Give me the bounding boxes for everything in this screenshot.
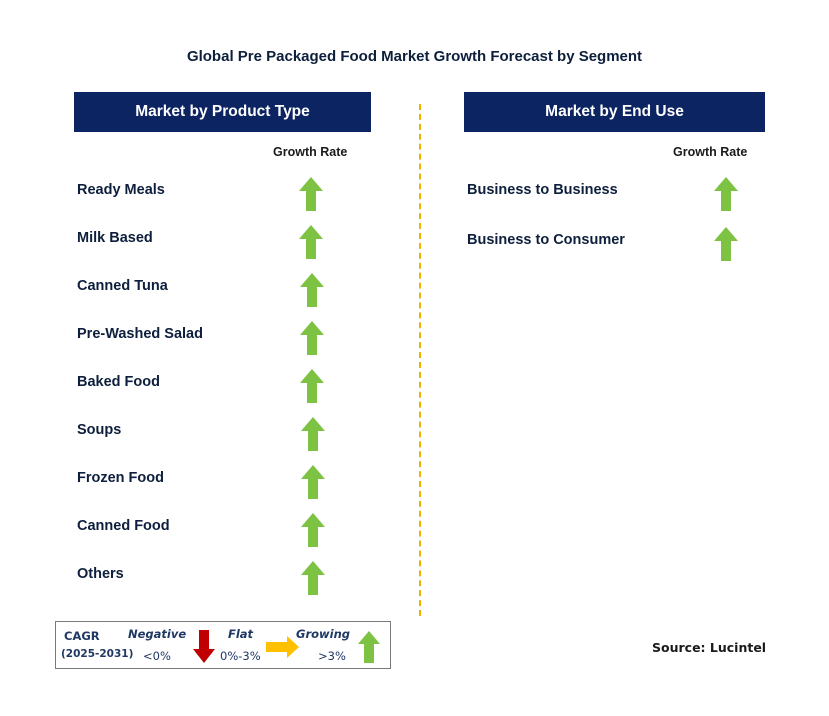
chart-title: Global Pre Packaged Food Market Growth F…	[186, 48, 643, 65]
segment-label: Milk Based	[77, 230, 153, 246]
source-note: Source: Lucintel	[652, 640, 767, 655]
growth-rate-column-header: Growth Rate	[273, 145, 348, 159]
legend-negative-label: Negative	[128, 627, 187, 641]
up-arrow-icon	[299, 273, 324, 307]
legend-flat-label: Flat	[228, 627, 254, 641]
segment-label: Ready Meals	[77, 182, 165, 198]
segment-label: Business to Business	[467, 182, 618, 198]
legend-growing-label: Growing	[296, 627, 350, 641]
up-arrow-icon	[714, 227, 738, 261]
legend-growing-range: >3%	[318, 649, 346, 663]
panel-header-end-use: Market by End Use	[464, 92, 765, 132]
segment-label: Pre-Washed Salad	[77, 326, 203, 342]
up-arrow-icon	[301, 561, 326, 595]
segment-label: Others	[77, 566, 124, 582]
legend-negative-range: <0%	[143, 649, 171, 663]
segment-label: Frozen Food	[77, 470, 164, 486]
up-arrow-icon	[300, 465, 325, 499]
growth-rate-column-header: Growth Rate	[673, 145, 748, 159]
legend-period: (2025-2031)	[61, 648, 134, 660]
right-arrow-icon	[266, 636, 299, 658]
segment-label: Canned Food	[77, 518, 170, 534]
down-arrow-icon	[193, 630, 215, 663]
legend-flat-range: 0%-3%	[220, 649, 261, 663]
legend-cagr-label: CAGR	[64, 629, 100, 643]
segment-label: Soups	[77, 422, 122, 438]
up-arrow-icon	[300, 369, 325, 403]
up-arrow-icon	[300, 417, 325, 451]
segment-label: Baked Food	[77, 374, 160, 390]
up-arrow-icon	[358, 631, 380, 663]
up-arrow-icon	[299, 225, 324, 259]
cagr-legend: CAGR (2025-2031) Negative <0% Flat 0%-3%…	[55, 621, 391, 669]
up-arrow-icon	[714, 177, 738, 211]
segment-label: Business to Consumer	[467, 232, 625, 248]
panel-divider	[419, 104, 421, 616]
up-arrow-icon	[301, 513, 326, 547]
segment-label: Canned Tuna	[77, 278, 168, 294]
up-arrow-icon	[299, 321, 324, 355]
up-arrow-icon	[299, 177, 323, 211]
panel-header-product-type: Market by Product Type	[74, 92, 371, 132]
